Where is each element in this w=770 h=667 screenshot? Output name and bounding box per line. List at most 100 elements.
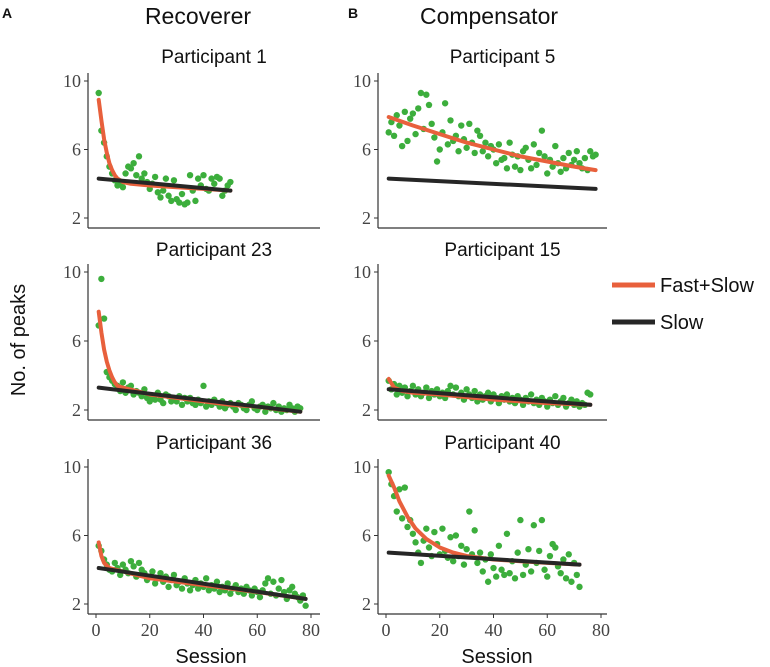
data-point [511,163,519,170]
data-point [544,573,551,580]
data-point [452,532,460,539]
data-point [119,183,127,191]
data-point [506,569,513,577]
data-point [154,189,162,196]
data-point [208,175,215,182]
data-point [192,401,199,409]
slow-fit-line [96,176,233,193]
data-point [495,141,503,148]
data-point [127,557,135,565]
slow-fit-line [386,176,598,191]
data-point [396,122,403,129]
data-point [200,171,207,179]
data-point [452,384,460,391]
data-point [127,165,135,172]
data-point [262,408,269,415]
data-point [262,580,269,587]
data-point [151,173,159,181]
data-point [522,144,529,151]
data-point [447,382,454,390]
data-point [227,590,234,597]
data-point [425,544,433,551]
data-point [186,171,194,179]
data-point [302,602,309,609]
data-point [216,175,223,182]
data-point [211,180,218,187]
data-point [170,571,178,579]
data-point [535,149,543,157]
data-point [519,571,527,579]
data-point [458,542,465,549]
data-point [479,148,486,155]
data-point [471,149,478,157]
fast-slow-fit-line [386,115,598,173]
data-point [100,315,108,322]
data-point [119,379,127,386]
data-point [544,170,551,177]
panel-title: Participant 36 [156,433,272,454]
data-point [517,166,524,174]
y-tick-label: 10 [63,71,81,91]
x-tick-label: 60 [248,620,266,640]
data-point [151,396,159,403]
data-point [159,187,167,194]
data-point [95,89,102,97]
x-axis-label-right: Session [461,646,532,667]
panel-5: Participant 36 2 6 10 0 20 40 60 80 [63,433,320,640]
y-tick-label: 6 [72,140,81,160]
slow-fit-line [96,385,303,414]
x-tick-label: 0 [92,620,101,640]
data-point [243,406,250,414]
data-point [178,401,186,409]
data-point [202,403,210,410]
data-point [527,165,535,172]
panel-title: Participant 23 [156,240,272,261]
data-point [460,561,468,568]
data-point [439,525,446,532]
legend-label-fast-slow: Fast+Slow [660,275,754,297]
data-point [186,587,194,594]
y-tick-label: 6 [362,140,371,160]
data-point [428,120,435,128]
column-a-title: Recoverer [145,3,251,29]
x-tick-label: 20 [431,620,449,640]
y-tick-label: 6 [72,526,81,546]
data-point [393,391,400,398]
data-point [270,399,277,407]
data-point [213,578,221,585]
data-point [431,528,438,536]
data-point [511,575,519,582]
data-point [449,557,457,565]
data-point [463,546,470,553]
y-tick-label: 6 [362,526,371,546]
data-point [568,578,575,585]
data-point [194,175,202,182]
data-point [466,120,473,128]
data-point [423,525,430,532]
y-tick-label: 2 [72,400,81,420]
data-point [463,386,470,393]
data-point [194,585,202,592]
data-point [151,580,159,587]
data-point [415,105,422,112]
data-point [200,382,207,390]
data-point [525,546,532,553]
data-point [178,190,186,198]
data-point [444,141,452,148]
data-point [162,175,170,182]
data-point [552,142,559,150]
data-point [431,134,438,141]
data-point [135,153,143,160]
data-point [178,585,186,592]
fast-slow-fit-line [96,309,303,414]
data-point [552,544,559,551]
data-point [404,137,411,145]
data-point [412,130,419,138]
data-point [406,115,414,122]
data-point [433,158,441,165]
data-point [482,139,489,146]
data-point [503,391,511,398]
data-point [484,389,492,396]
data-point [219,192,226,199]
